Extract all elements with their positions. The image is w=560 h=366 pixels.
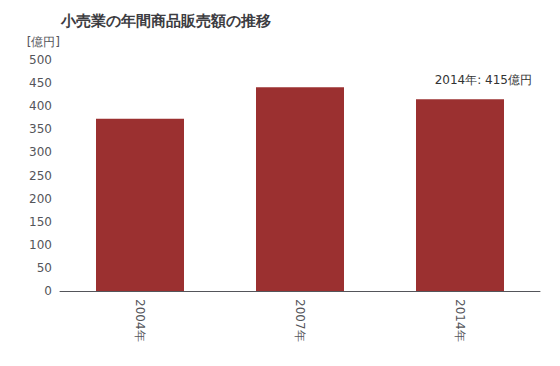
svg-text:2004年: 2004年 [133,299,147,342]
svg-text:400: 400 [29,99,52,113]
svg-text:450: 450 [29,76,52,90]
svg-text:50: 50 [37,261,52,275]
svg-text:100: 100 [29,238,52,252]
svg-text:0: 0 [44,284,52,298]
svg-text:500: 500 [29,53,52,67]
svg-text:2007年: 2007年 [293,299,307,342]
svg-text:[億円]: [億円] [27,35,60,49]
svg-text:350: 350 [29,122,52,136]
svg-text:250: 250 [29,169,52,183]
svg-text:300: 300 [29,145,52,159]
svg-text:2014年: 2014年 [453,299,467,342]
svg-text:200: 200 [29,192,52,206]
svg-text:150: 150 [29,215,52,229]
svg-text:小売業の年間商品販売額の推移: 小売業の年間商品販売額の推移 [60,12,271,30]
svg-text:2014年: 415億円: 2014年: 415億円 [435,73,532,87]
